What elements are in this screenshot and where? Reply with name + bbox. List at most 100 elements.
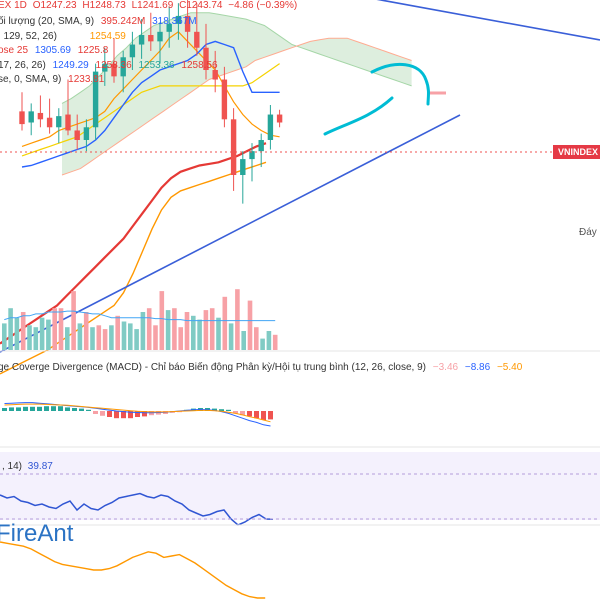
volume-bar bbox=[272, 334, 278, 350]
volume-bar bbox=[121, 321, 127, 350]
candle-body bbox=[258, 140, 264, 152]
macd-histogram-bar bbox=[58, 406, 63, 411]
cloud-span-a bbox=[61, 12, 412, 104]
volume-bar bbox=[39, 317, 45, 350]
volume-bar bbox=[33, 327, 39, 350]
candle-body bbox=[157, 31, 163, 42]
axis-note: Đáy bbox=[579, 227, 597, 238]
legend-row6-value: 1233.81 bbox=[68, 74, 105, 85]
rsi-label: , 14) bbox=[2, 461, 22, 472]
legend-ichimoku-label: , 129, 52, 26) bbox=[0, 31, 57, 42]
volume-bar bbox=[235, 289, 240, 350]
volume-bar bbox=[8, 308, 13, 350]
macd-histogram-bar bbox=[135, 411, 140, 417]
candle-body bbox=[129, 44, 136, 58]
macd-histogram-bar bbox=[240, 411, 245, 416]
legend-row5-v3: 1253.36 bbox=[138, 60, 175, 71]
volume-bar bbox=[96, 325, 102, 350]
volume-bar bbox=[178, 327, 183, 350]
candle-body bbox=[221, 79, 228, 120]
cloud-fill bbox=[62, 12, 412, 176]
trendlines[interactable] bbox=[0, 0, 600, 353]
legend-close: 1243.74 bbox=[186, 0, 223, 11]
rsi-band bbox=[0, 452, 600, 520]
candle-body bbox=[83, 127, 90, 140]
macd-histogram-bar bbox=[219, 409, 224, 411]
volume-bar bbox=[209, 308, 215, 350]
legend-volume-v2: 318.367M bbox=[152, 16, 196, 27]
volume-bar bbox=[20, 312, 26, 350]
candle-body bbox=[249, 151, 255, 160]
volume-bar bbox=[90, 327, 95, 350]
volume-bar bbox=[228, 323, 234, 350]
candle-body bbox=[46, 117, 53, 128]
candle-body bbox=[19, 111, 25, 125]
legend-open: 1247.23 bbox=[40, 0, 77, 11]
volume-sma-line bbox=[4, 310, 276, 322]
trendline-falling bbox=[376, 0, 600, 41]
macd-histogram-bar bbox=[93, 411, 98, 414]
candle-body bbox=[37, 112, 44, 120]
macd-histogram-bar bbox=[9, 407, 14, 411]
macd-pane bbox=[2, 402, 273, 427]
volume-bar bbox=[165, 310, 171, 350]
volume-bar bbox=[216, 317, 221, 350]
legend-row6-label: se, 0, SMA, 9) bbox=[0, 74, 61, 85]
legend-volume-v1: 395.242M bbox=[101, 16, 145, 27]
volume-bar bbox=[159, 291, 165, 350]
drawn-arrow-curve[interactable] bbox=[323, 96, 394, 136]
macd-histogram-bar bbox=[79, 408, 84, 411]
macd-histogram-bar bbox=[212, 408, 217, 411]
volume-bar bbox=[146, 308, 152, 350]
macd-histogram-bar bbox=[268, 411, 273, 420]
macd-histogram-bar bbox=[107, 411, 112, 417]
legend-row4: ose 25 1305.69 1225.8 bbox=[0, 45, 109, 56]
volume-bars bbox=[2, 289, 278, 350]
candle-body bbox=[184, 15, 191, 32]
volume-bar bbox=[14, 317, 20, 350]
volume-bar bbox=[172, 308, 177, 350]
volume-bar bbox=[254, 327, 259, 350]
candle-body bbox=[267, 114, 274, 140]
volume-bar bbox=[109, 325, 114, 350]
candle-body bbox=[92, 71, 99, 128]
volume-bar bbox=[83, 312, 89, 350]
macd-histogram-bar bbox=[37, 406, 42, 411]
indicator-lines bbox=[0, 31, 280, 375]
volume-bar bbox=[184, 312, 190, 350]
macd-v3: −5.40 bbox=[497, 362, 523, 373]
macd-histogram-bar bbox=[16, 407, 21, 411]
sma-yellow-line bbox=[21, 63, 280, 157]
legend-row4-v2: 1225.8 bbox=[78, 45, 109, 56]
sma-blue-line bbox=[21, 40, 280, 168]
candle-body bbox=[203, 47, 209, 70]
macd-histogram-bar bbox=[142, 411, 147, 417]
legend-ichimoku: , 129, 52, 26) 1254.59 bbox=[0, 31, 126, 42]
legend-symbol: EX 1D bbox=[0, 0, 27, 11]
macd-histogram-bar bbox=[114, 411, 119, 419]
macd-histogram-bar bbox=[121, 411, 126, 419]
price-tag-bg bbox=[553, 145, 600, 159]
volume-bar bbox=[241, 331, 246, 350]
candles bbox=[19, 0, 283, 204]
candle-body bbox=[120, 57, 126, 77]
macd-histogram-bar bbox=[30, 406, 35, 411]
macd-histogram-bar bbox=[51, 406, 56, 411]
legend-row4-label: ose 25 bbox=[0, 45, 28, 56]
candle-body bbox=[194, 31, 200, 48]
volume-bar bbox=[260, 338, 265, 350]
legend-row6: se, 0, SMA, 9) 1233.81 bbox=[0, 74, 105, 85]
drawn-arrow-hook[interactable] bbox=[370, 62, 430, 106]
legend-row5-label: 17, 26, 26) bbox=[0, 60, 46, 71]
macd-histogram-bar bbox=[247, 411, 252, 417]
legend-change: −4.86 (−0.39%) bbox=[228, 0, 297, 11]
legend-low: 1241.69 bbox=[137, 0, 174, 11]
volume-bar bbox=[52, 308, 57, 350]
candle-body bbox=[102, 63, 108, 72]
volume-bar bbox=[46, 319, 51, 350]
rsi-title-line: , 14) 39.87 bbox=[2, 461, 53, 472]
volume-bar bbox=[140, 312, 146, 350]
macd-histogram-bar bbox=[65, 407, 70, 411]
